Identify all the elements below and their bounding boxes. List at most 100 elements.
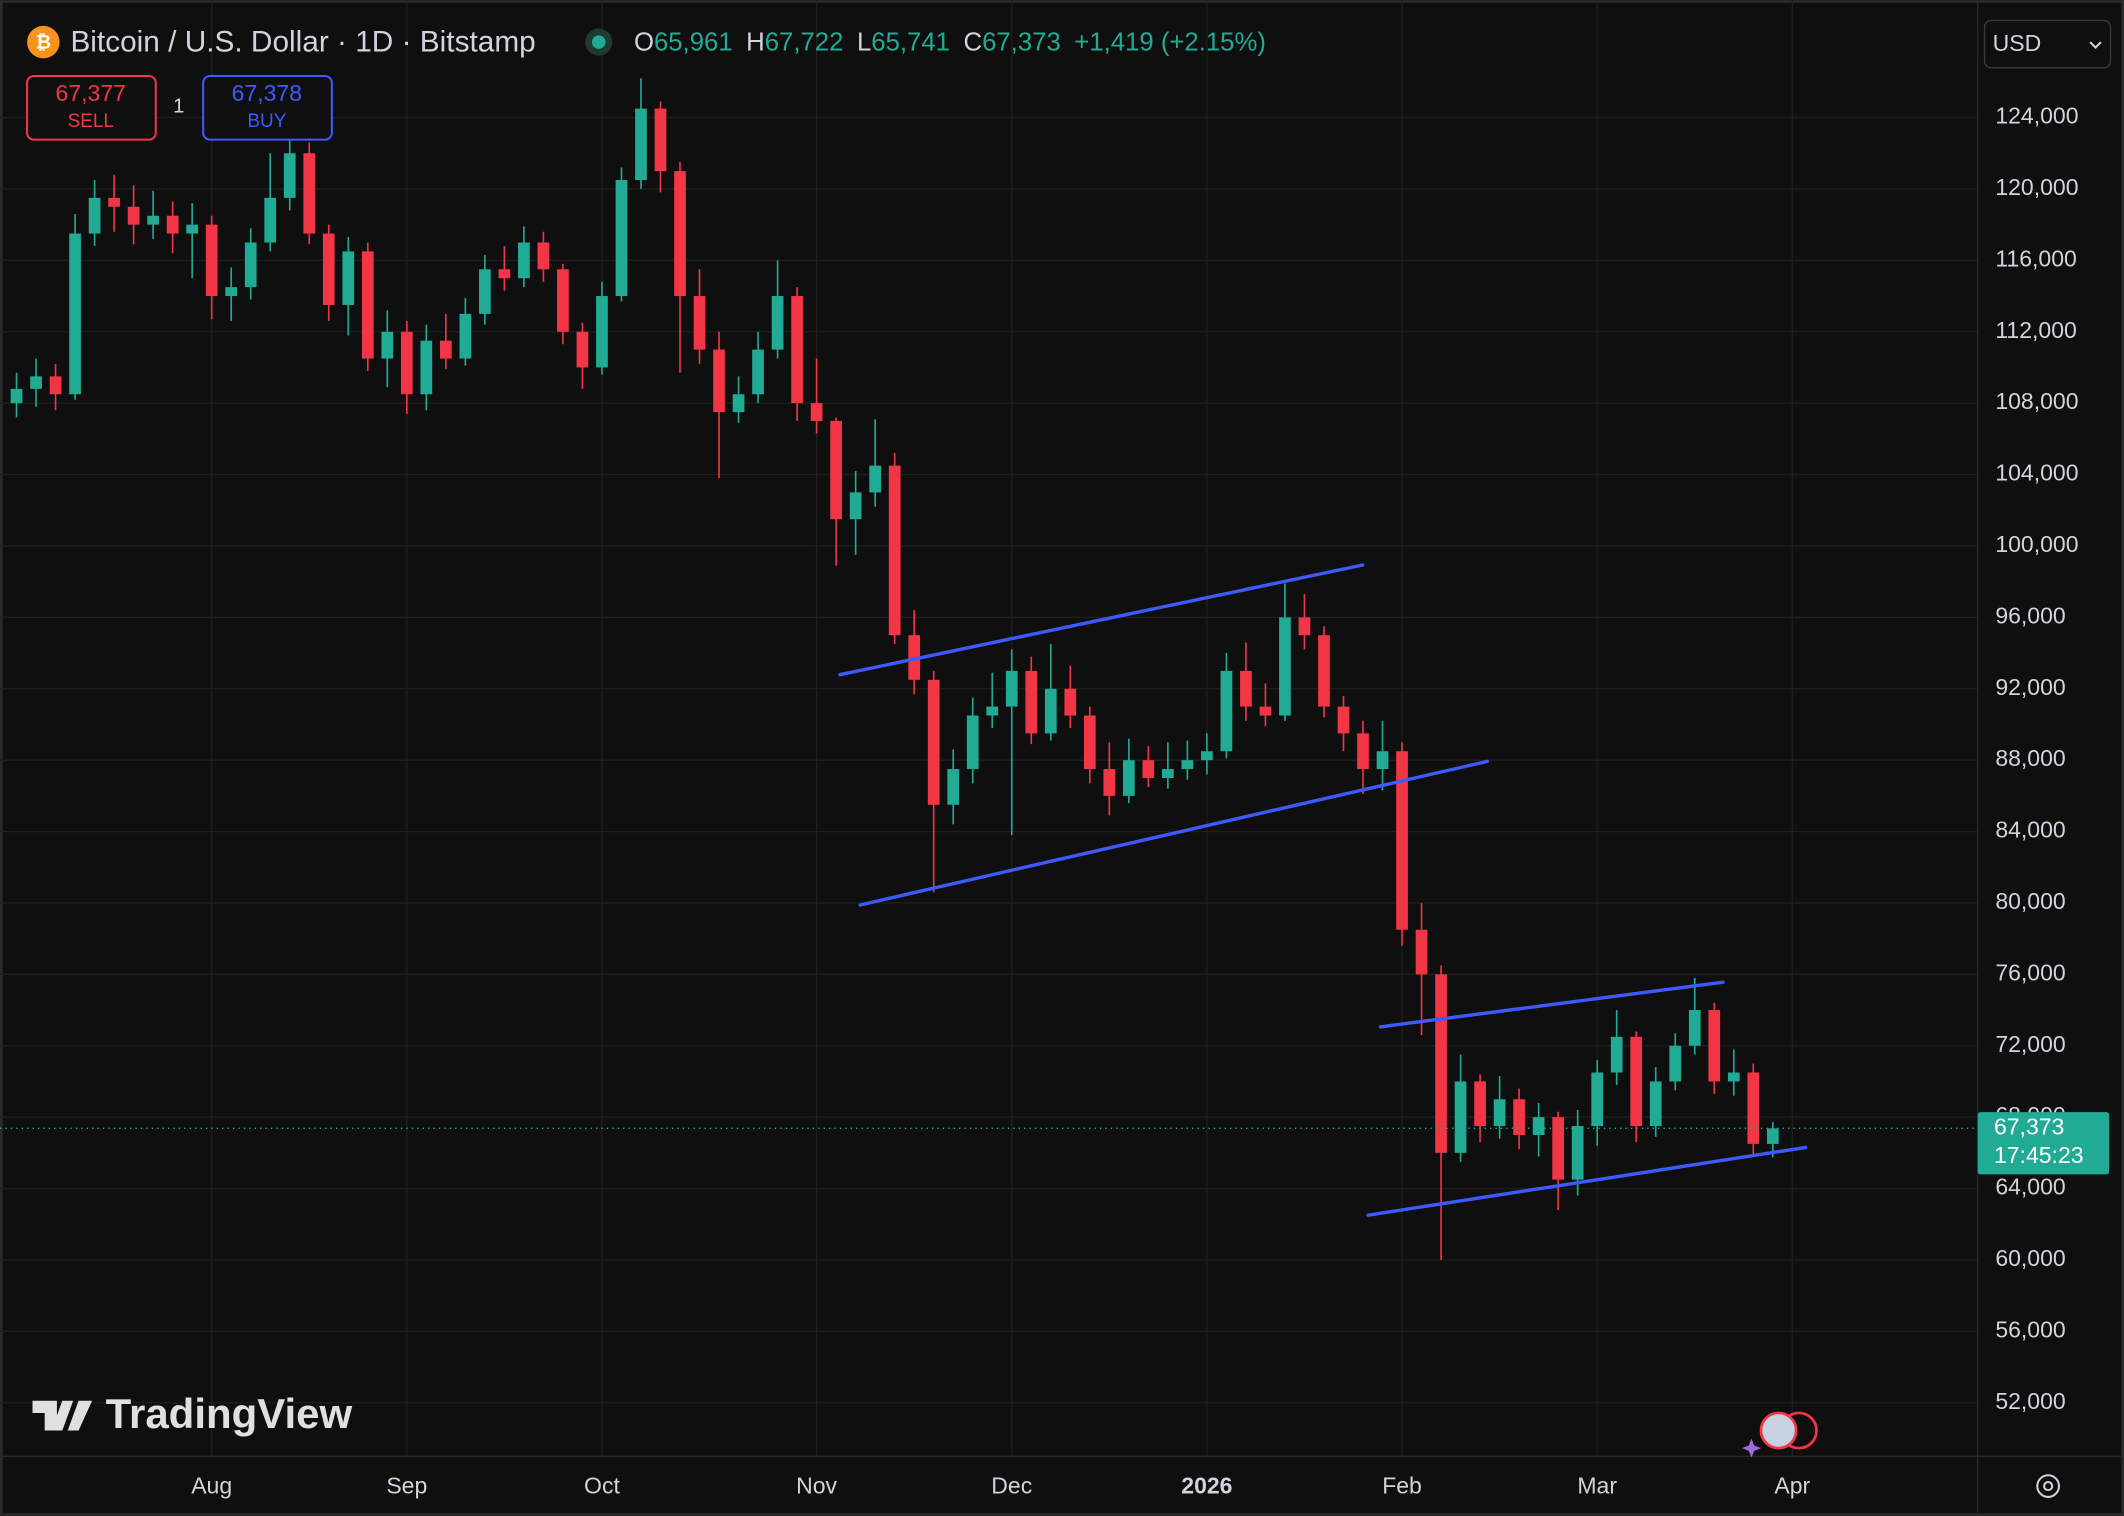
buy-label: BUY xyxy=(247,111,286,132)
candle-body xyxy=(10,388,23,404)
candle-body xyxy=(966,715,979,770)
y-tick-label: 116,000 xyxy=(1995,245,2077,271)
event-icon[interactable] xyxy=(1759,1411,1798,1450)
trendline[interactable] xyxy=(1366,1145,1808,1217)
candle-body xyxy=(596,296,608,368)
x-tick-label: Sep xyxy=(386,1473,427,1499)
candle-body xyxy=(1240,670,1252,707)
candle-body xyxy=(1044,688,1057,734)
y-tick-label: 76,000 xyxy=(1995,959,2065,985)
candle-body xyxy=(283,153,296,198)
candle-body xyxy=(498,269,511,279)
y-tick-label: 80,000 xyxy=(1995,888,2065,914)
candle-body xyxy=(361,251,374,359)
y-tick-label: 108,000 xyxy=(1995,388,2078,414)
candle-body xyxy=(459,313,472,359)
axes: 52,00056,00060,00064,00068,00072,00076,0… xyxy=(0,103,2110,1499)
candle-body xyxy=(1532,1117,1545,1135)
btc-icon-glyph: ₿ xyxy=(36,32,51,53)
candle-body xyxy=(557,269,569,332)
settings-icon[interactable] xyxy=(2036,1474,2060,1498)
candle-body xyxy=(1415,929,1428,975)
candle-body xyxy=(576,331,589,368)
y-tick-label: 120,000 xyxy=(1995,174,2078,200)
candle-body xyxy=(1083,715,1096,770)
candle-body xyxy=(30,376,42,389)
y-tick-label: 104,000 xyxy=(1995,460,2078,486)
candle-body xyxy=(1220,670,1233,752)
candle-body xyxy=(713,349,725,413)
candle-body xyxy=(654,108,667,172)
candle-body xyxy=(1318,635,1330,707)
candle-body xyxy=(869,465,882,493)
trendline[interactable] xyxy=(858,759,1490,907)
candle-body xyxy=(1688,1010,1701,1046)
market-status-dot xyxy=(591,35,606,49)
candle-body xyxy=(674,171,686,297)
ohlc-label: L xyxy=(857,28,871,56)
candle-body xyxy=(986,706,999,716)
candle-body xyxy=(752,349,764,395)
candle-body xyxy=(1025,670,1038,734)
candle-body xyxy=(303,153,316,234)
candle-body xyxy=(537,242,550,270)
quantity[interactable]: 1 xyxy=(173,95,184,117)
candle-body xyxy=(479,269,491,314)
candle-body xyxy=(1766,1128,1779,1144)
ohlc-label: O xyxy=(634,28,654,56)
watermark-logo xyxy=(32,1400,93,1431)
candle-body xyxy=(49,376,62,395)
candle-body xyxy=(1103,769,1116,796)
candle-body xyxy=(1181,760,1194,770)
x-tick-label: Mar xyxy=(1577,1473,1617,1499)
candle-body xyxy=(69,233,81,395)
candle-body xyxy=(1298,617,1311,636)
candle-body xyxy=(1337,706,1350,734)
currency: USD xyxy=(1993,30,2042,56)
settings-icon-center xyxy=(2043,1481,2054,1492)
trendline[interactable] xyxy=(838,563,1365,677)
ohlc-value: 65,741 xyxy=(871,28,950,56)
candle-body xyxy=(1552,1117,1565,1180)
candle-body xyxy=(1357,733,1369,770)
candle-body xyxy=(1259,706,1272,716)
candle-body xyxy=(1279,617,1291,716)
x-tick-label: Dec xyxy=(991,1473,1032,1499)
candle-body xyxy=(1142,760,1155,778)
candle-body xyxy=(1376,751,1389,770)
x-tick-label: Nov xyxy=(796,1473,837,1499)
y-tick-label: 52,000 xyxy=(1995,1388,2065,1414)
candle-body xyxy=(615,180,628,297)
candle-body xyxy=(518,242,530,279)
sell-button[interactable] xyxy=(26,74,157,141)
candle-body xyxy=(635,108,647,181)
candle-body xyxy=(420,340,433,395)
bar-countdown: 17:45:23 xyxy=(1994,1142,2084,1168)
ohlc-value: 67,373 xyxy=(982,28,1061,56)
candle-body xyxy=(791,296,803,404)
candle-body xyxy=(888,465,901,636)
symbol-title[interactable]: Bitcoin / U.S. Dollar · 1D · Bitstamp xyxy=(70,25,535,58)
candle-body xyxy=(1513,1099,1525,1135)
candle-body xyxy=(732,394,745,413)
y-tick-label: 72,000 xyxy=(1995,1031,2065,1057)
last-price-badge xyxy=(1977,1112,2110,1175)
candle-body xyxy=(1435,974,1447,1153)
candle-body xyxy=(322,233,335,305)
y-tick-label: 96,000 xyxy=(1995,602,2065,628)
candle-body xyxy=(127,206,140,225)
candle-body xyxy=(439,340,452,359)
trendline[interactable] xyxy=(1378,980,1725,1029)
candle-body xyxy=(1396,751,1408,930)
y-tick-label: 92,000 xyxy=(1995,674,2065,700)
candle-body xyxy=(264,197,277,243)
candle-body xyxy=(166,215,179,234)
candle-body xyxy=(1747,1072,1760,1144)
candle-body xyxy=(1201,751,1213,761)
buy-button[interactable] xyxy=(202,74,333,141)
currency-select[interactable] xyxy=(1983,19,2112,69)
ai-icon xyxy=(1742,1438,1761,1458)
